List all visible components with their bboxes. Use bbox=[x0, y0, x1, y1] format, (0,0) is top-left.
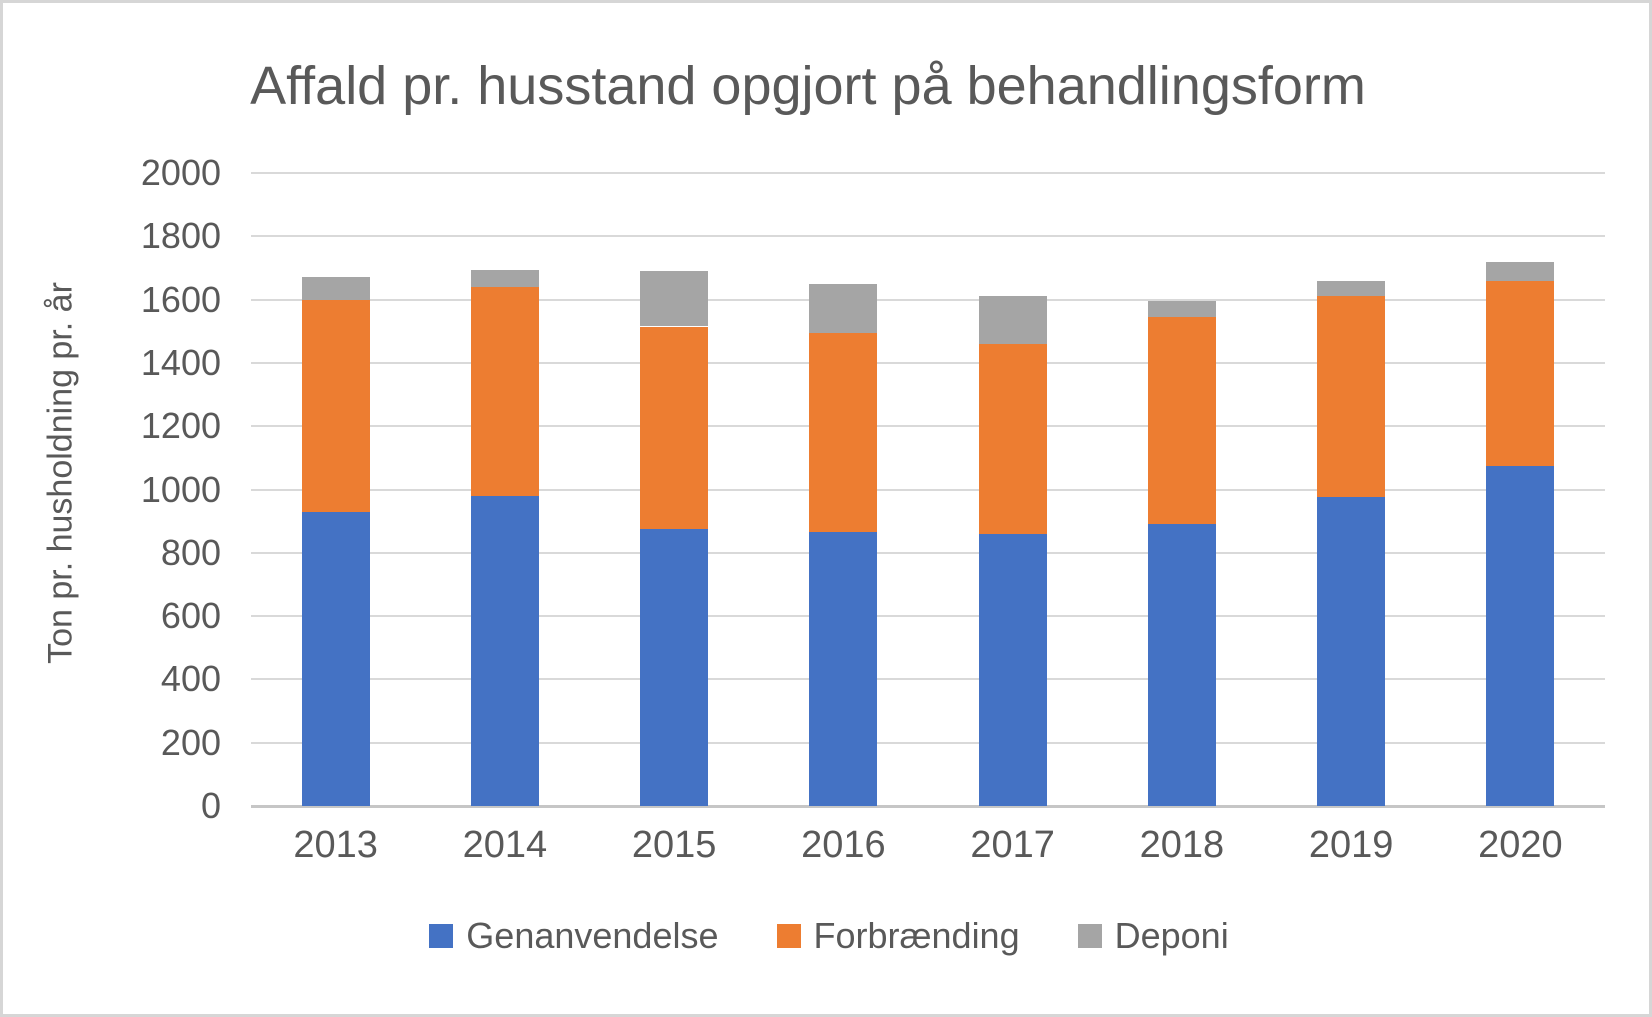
gridline bbox=[251, 361, 1605, 364]
gridline bbox=[251, 425, 1605, 428]
bar-segment bbox=[809, 532, 878, 806]
y-tick-label: 600 bbox=[160, 595, 221, 637]
x-tick-label: 2014 bbox=[462, 824, 548, 866]
y-tick-label: 200 bbox=[160, 721, 221, 763]
gridline bbox=[251, 741, 1605, 744]
x-tick-label: 2018 bbox=[1139, 824, 1225, 866]
x-axis-line bbox=[251, 805, 1605, 808]
legend-swatch-icon bbox=[1077, 924, 1102, 948]
bar-segment bbox=[1317, 296, 1386, 498]
bar-segment bbox=[640, 529, 709, 806]
chart-title: Affald pr. husstand opgjort på behandlin… bbox=[250, 56, 1366, 116]
x-axis-tick-labels: 2013 2014 2015 2016 2017 2018 2019 2020 bbox=[251, 824, 1605, 874]
bar-segment bbox=[640, 326, 709, 530]
x-tick-label: 2019 bbox=[1308, 824, 1394, 866]
gridline bbox=[251, 172, 1605, 174]
gridline bbox=[251, 615, 1605, 618]
bar-segment bbox=[809, 283, 878, 333]
bar-segment bbox=[470, 495, 539, 806]
bar-segment bbox=[1486, 261, 1555, 281]
y-tick-label: 1000 bbox=[140, 468, 221, 510]
bar-segment bbox=[640, 271, 709, 327]
legend-item: Genanvendelse bbox=[429, 915, 719, 957]
bar-segment bbox=[301, 299, 370, 512]
bar-segment bbox=[470, 269, 539, 287]
x-tick-label: 2016 bbox=[801, 824, 886, 866]
bar-segment bbox=[1486, 280, 1555, 466]
gridline bbox=[251, 551, 1605, 554]
bar-segment bbox=[1486, 465, 1555, 806]
y-tick-label: 1200 bbox=[140, 405, 221, 447]
bar-segment bbox=[978, 343, 1047, 534]
y-tick-label: 400 bbox=[160, 658, 221, 700]
legend-swatch-icon bbox=[429, 924, 454, 948]
y-tick-label: 1800 bbox=[140, 215, 221, 257]
x-tick-label: 2015 bbox=[631, 824, 717, 866]
y-axis-tick-labels: 0 200 400 600 800 1000 1200 1400 1600 1800 2000 bbox=[3, 152, 221, 826]
x-tick-label: 2013 bbox=[293, 824, 378, 866]
bar-segment bbox=[1147, 301, 1216, 317]
x-tick-label: 2020 bbox=[1478, 824, 1563, 866]
bar-segment bbox=[1317, 497, 1386, 806]
y-tick-label: 0 bbox=[200, 785, 221, 826]
gridline bbox=[251, 235, 1605, 238]
legend-label: Deponi bbox=[1114, 915, 1229, 956]
bar-segment bbox=[1147, 524, 1216, 806]
y-tick-label: 1400 bbox=[140, 341, 221, 383]
bar-segment bbox=[470, 286, 539, 496]
legend-label: Genanvendelse bbox=[466, 915, 719, 956]
bar-segment bbox=[301, 511, 370, 806]
y-tick-label: 2000 bbox=[140, 152, 221, 193]
bar-segment bbox=[1317, 280, 1386, 297]
legend-swatch-icon bbox=[776, 924, 801, 948]
bar-segment bbox=[1147, 317, 1216, 525]
x-tick-label: 2017 bbox=[970, 824, 1055, 866]
gridline bbox=[251, 488, 1605, 491]
legend-item: Deponi bbox=[1077, 915, 1229, 957]
bar-segment bbox=[809, 332, 878, 533]
legend-item: Forbrænding bbox=[776, 915, 1020, 957]
bar-segment bbox=[978, 533, 1047, 806]
legend-label: Forbrænding bbox=[813, 915, 1020, 956]
gridline bbox=[251, 298, 1605, 301]
y-tick-label: 1600 bbox=[140, 278, 221, 320]
chart-legend: Genanvendelse Forbrænding Deponi bbox=[3, 915, 1649, 957]
bar-segment bbox=[978, 296, 1047, 344]
gridline bbox=[251, 678, 1605, 681]
plot-area bbox=[251, 172, 1605, 808]
bar-segment bbox=[301, 277, 370, 300]
y-tick-label: 800 bbox=[160, 531, 221, 573]
